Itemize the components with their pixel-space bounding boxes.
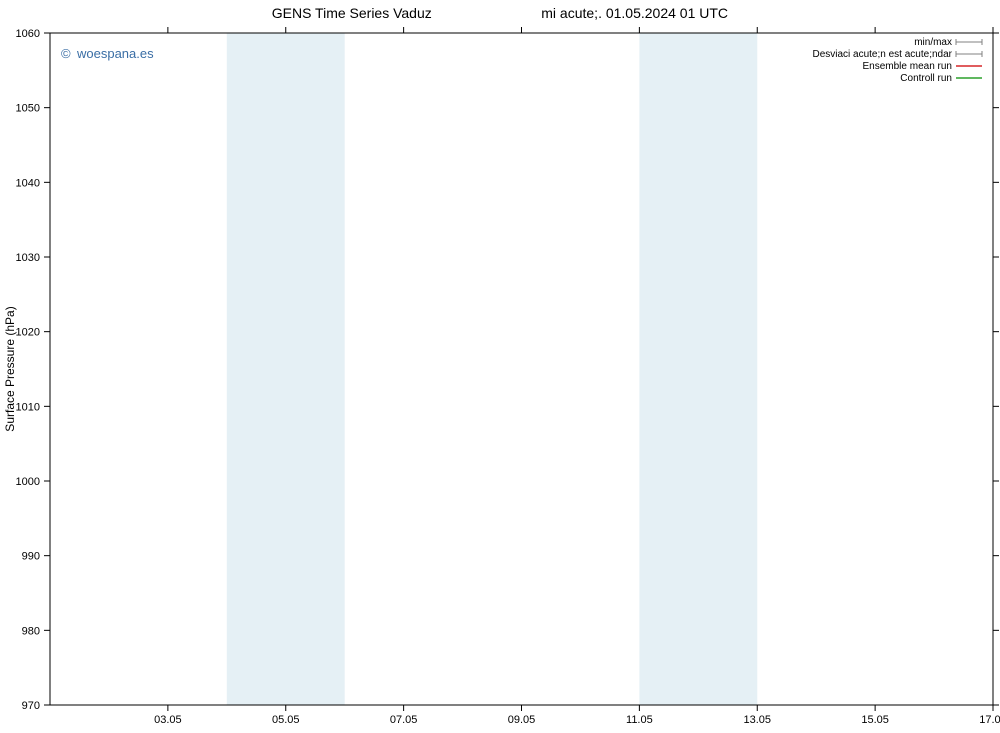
x-tick-label: 15.05 xyxy=(861,714,889,726)
y-axis-label: Surface Pressure (hPa) xyxy=(3,306,17,431)
y-tick-label: 1060 xyxy=(16,28,40,40)
y-tick-label: 1020 xyxy=(16,327,40,339)
plot-border xyxy=(50,33,993,705)
y-tick-label: 970 xyxy=(22,700,40,712)
y-tick-label: 990 xyxy=(22,551,40,563)
chart-title-right: mi acute;. 01.05.2024 01 UTC xyxy=(541,5,728,21)
y-tick-label: 1050 xyxy=(16,103,40,115)
x-tick-label: 09.05 xyxy=(508,714,536,726)
x-tick-label: 03.05 xyxy=(154,714,182,726)
y-tick-label: 1000 xyxy=(16,476,40,488)
legend-label: Desviaci acute;n est acute;ndar xyxy=(812,49,952,60)
x-tick-label: 17.05 xyxy=(979,714,1000,726)
weekend-band xyxy=(227,33,345,705)
chart-title-left: GENS Time Series Vaduz xyxy=(272,5,432,21)
x-tick-label: 05.05 xyxy=(272,714,300,726)
watermark-text: woespana.es xyxy=(76,46,154,61)
y-tick-label: 1030 xyxy=(16,252,40,264)
chart-svg: 970 980 990 1000 1010 1020 1030 1040 1050 1060 03.… xyxy=(0,0,1000,733)
weekend-band xyxy=(639,33,757,705)
y-tick-label: 1040 xyxy=(16,177,40,189)
y-tick-label: 980 xyxy=(22,625,40,637)
y-tick-label: 1010 xyxy=(16,401,40,413)
legend-label: Controll run xyxy=(900,73,952,84)
legend-label: min/max xyxy=(914,37,952,48)
x-tick-label: 13.05 xyxy=(743,714,771,726)
legend-label: Ensemble mean run xyxy=(863,61,953,72)
x-tick-label: 11.05 xyxy=(626,714,653,726)
watermark: © woespana.es xyxy=(61,46,154,61)
copyright-icon: © xyxy=(61,46,71,61)
x-tick-label: 07.05 xyxy=(390,714,418,726)
chart-container: 970 980 990 1000 1010 1020 1030 1040 1050 1060 03.… xyxy=(0,0,1000,733)
